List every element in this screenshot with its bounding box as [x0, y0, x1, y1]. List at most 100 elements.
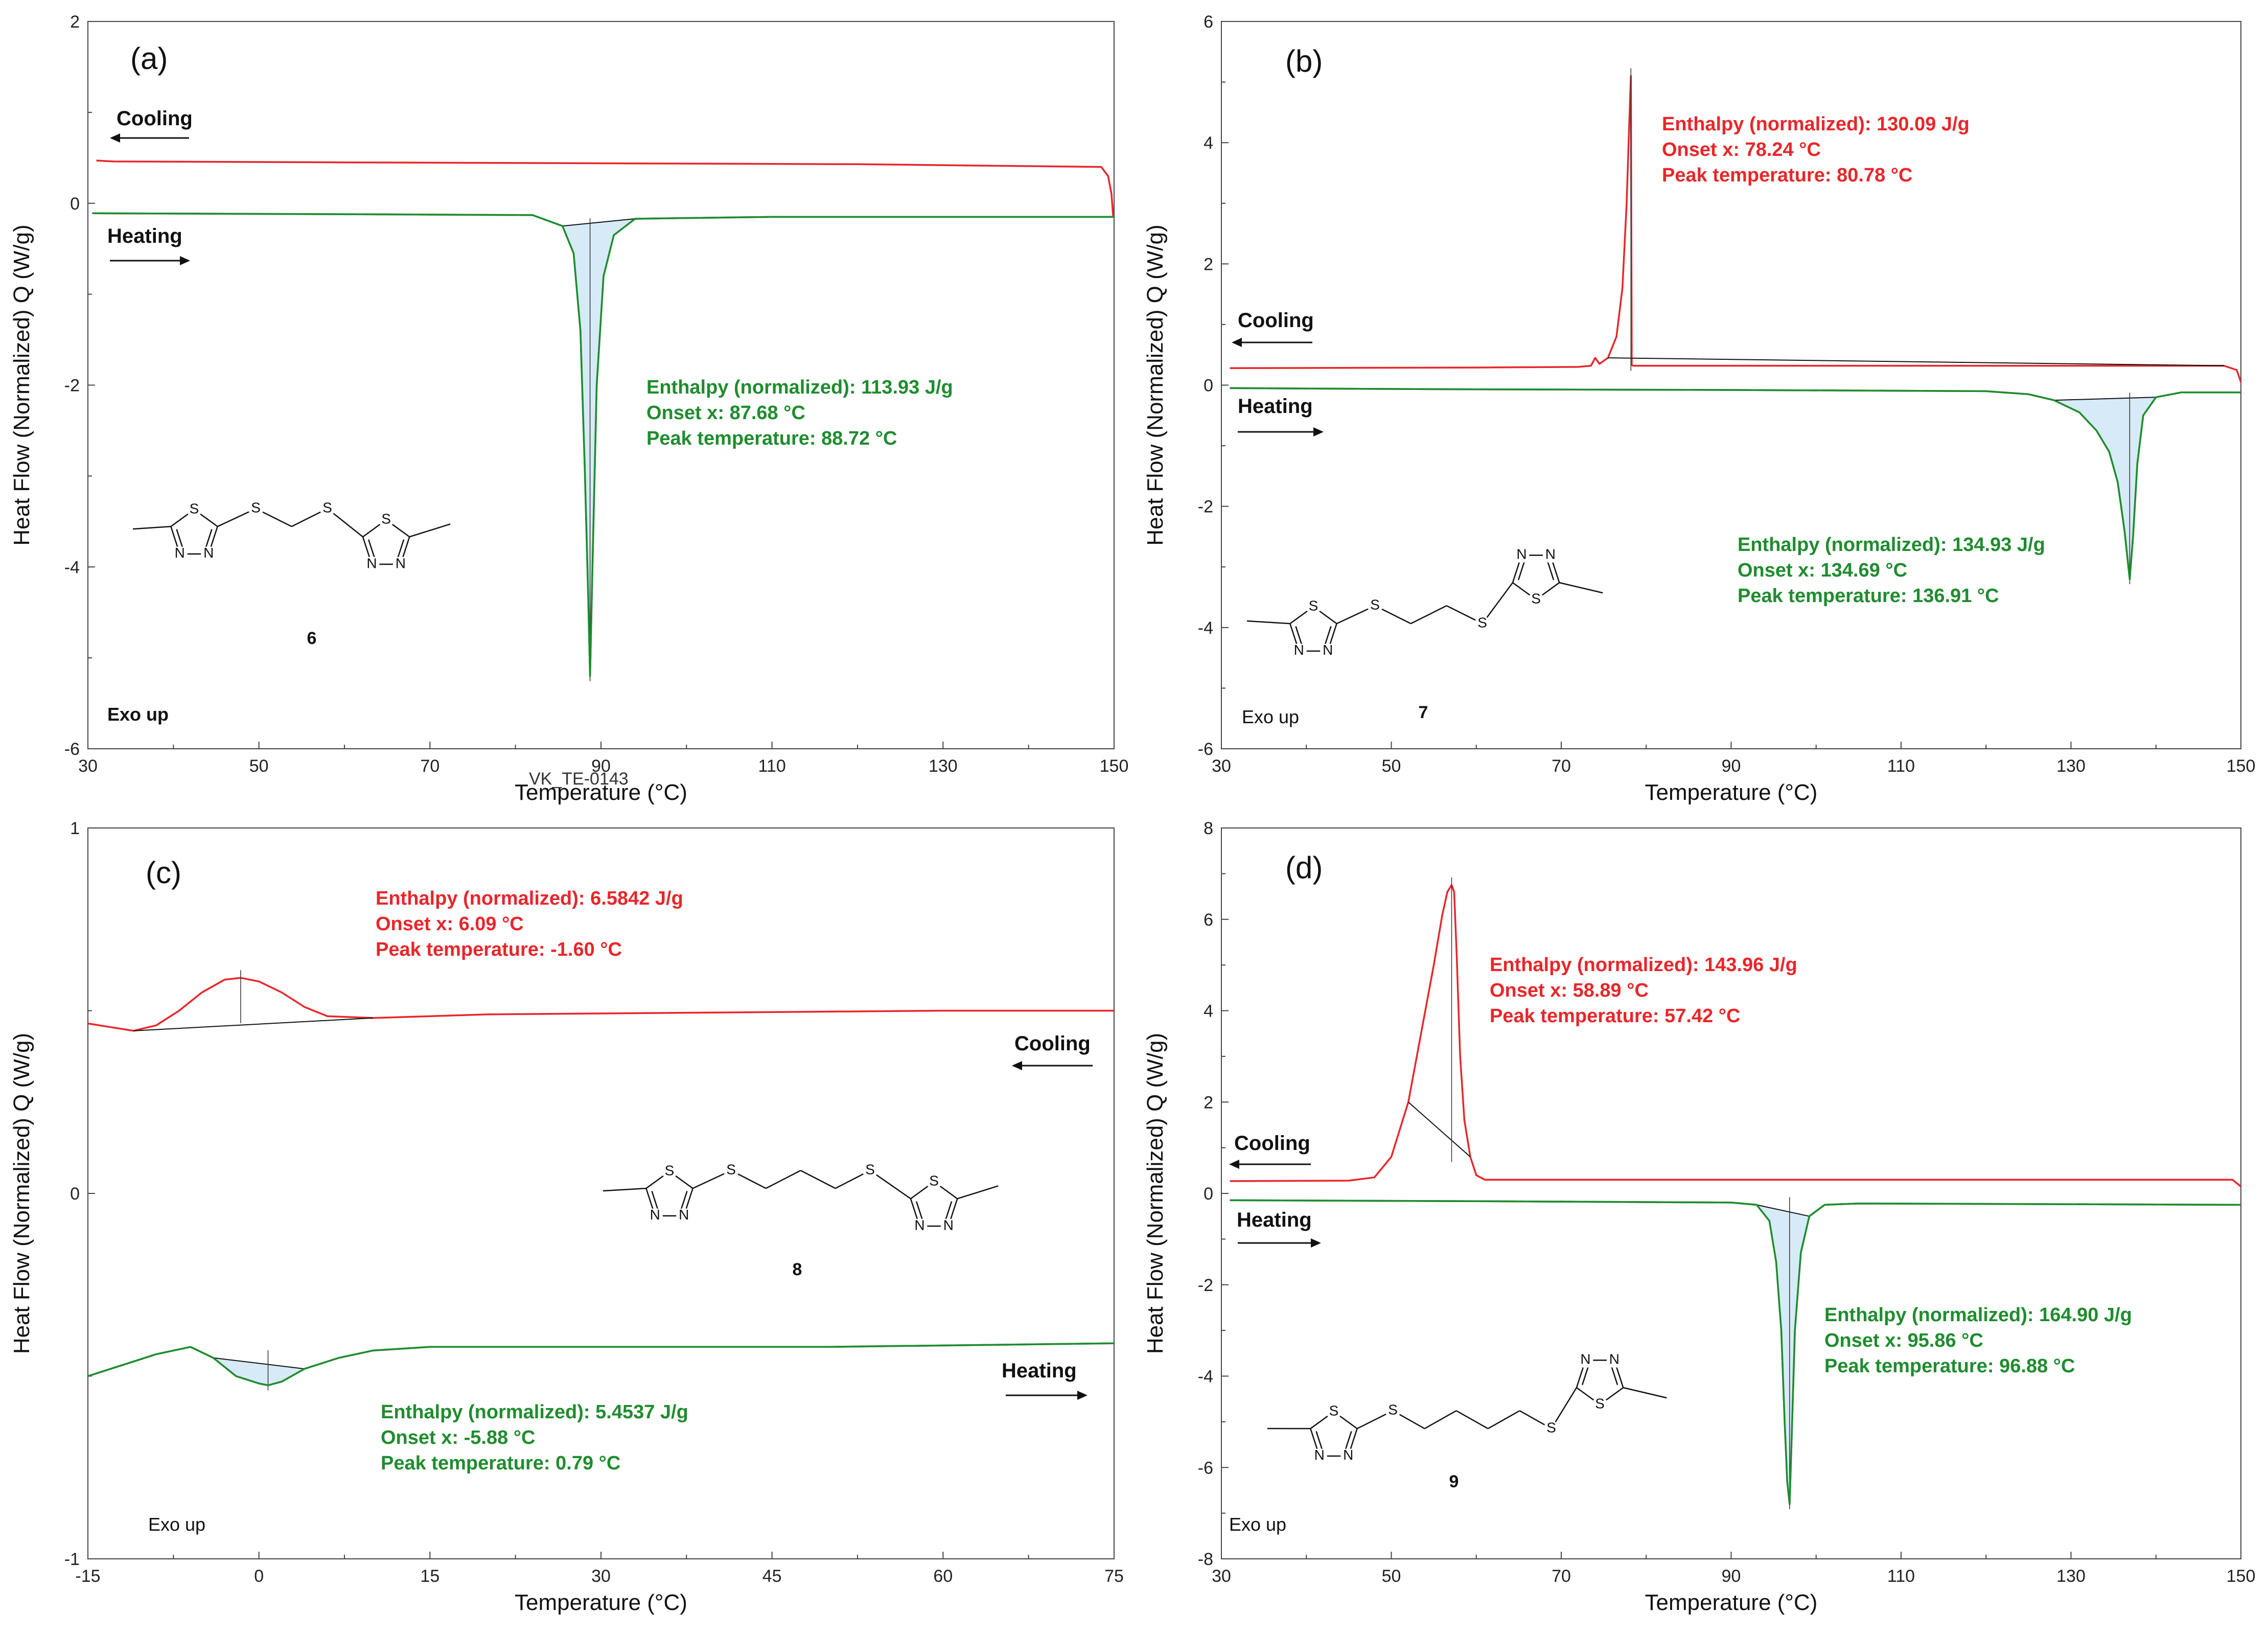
x-tick-label: 30: [1212, 756, 1231, 776]
panel-a: 30 50 70 90 110 130 150 -6 -4 -2 0 2 Temperature (°C…: [9, 12, 1128, 805]
ring-double-bond: [1546, 560, 1555, 581]
x-axis-label: Temperature (°C): [515, 1590, 687, 1615]
y-tick-label: -1: [64, 1550, 80, 1569]
y-tick-label: 2: [1204, 255, 1213, 274]
y-tick-label: 1: [70, 819, 80, 838]
x-tick-label: 90: [1722, 756, 1741, 776]
chain-bond: [1424, 1410, 1457, 1430]
nitrogen-atom: N: [175, 545, 185, 561]
chain-bond: [1410, 605, 1447, 625]
sulfur-atom: S: [251, 500, 261, 516]
exo-up-label: Exo up: [107, 704, 169, 725]
atom-mask: [1474, 616, 1490, 632]
cooling-arrow-head: [110, 133, 120, 143]
methyl-bond: [957, 1185, 999, 1200]
methyl-bond: [603, 1187, 646, 1192]
annotation-heating-line: Peak temperature: 0.79 °C: [381, 1453, 620, 1474]
annotation-heating-line: Peak temperature: 96.88 °C: [1824, 1355, 2075, 1377]
y-tick-label: -4: [1198, 618, 1213, 638]
molecule-structure: S N N S N N S S 8: [603, 1162, 999, 1279]
annotation-heating-line: Onset x: 134.69 °C: [1738, 560, 1907, 581]
y-tick-label: -6: [64, 740, 80, 759]
annotation-cooling-line: Peak temperature: -1.60 °C: [376, 939, 622, 960]
heating-peak-area: [2054, 397, 2156, 579]
heating-label: Heating: [1238, 395, 1313, 418]
heating-arrow-head: [1077, 1391, 1087, 1400]
exo-up-label: Exo up: [1229, 1514, 1286, 1535]
x-tick-label: 50: [249, 756, 269, 776]
atom-mask: [1514, 547, 1530, 563]
atom-mask: [1340, 1448, 1356, 1464]
compound-label: 7: [1419, 703, 1428, 722]
ring-double-bond: [1610, 1365, 1618, 1386]
panel-b: 30 50 70 90 110 130 150 -6 -4 -2 0 2 4 6 Temperature (…: [1143, 12, 2255, 805]
y-axis-label: Heat Flow (Normalized) Q (W/g): [1143, 1033, 1168, 1354]
panel-d: 30 50 70 90 110 130 150 -8 -6 -4 -2 0 2 4 6 8 Temperatur…: [1143, 819, 2255, 1615]
cooling-arrow-head: [1232, 338, 1242, 347]
sulfur-atom: S: [381, 511, 391, 527]
atom-mask: [1311, 1448, 1327, 1464]
annotation-cooling-line: Enthalpy (normalized): 143.96 J/g: [1490, 954, 1797, 976]
heating-peak-area: [562, 219, 635, 676]
compound-label: 8: [793, 1260, 802, 1279]
atom-mask: [1320, 643, 1336, 659]
atom-mask: [1606, 1352, 1622, 1368]
atom-mask: [364, 557, 380, 572]
annotation-cooling-line: Enthalpy (normalized): 6.5842 J/g: [376, 888, 683, 909]
cooling-label: Cooling: [117, 107, 193, 130]
atom-mask: [248, 501, 264, 517]
sulfur-atom: S: [322, 500, 332, 516]
annotation-heating-line: Enthalpy (normalized): 134.93 J/g: [1738, 534, 2045, 556]
chain-bond: [1482, 582, 1514, 624]
x-axis-label: Temperature (°C): [1645, 1590, 1818, 1615]
atom-mask: [647, 1208, 663, 1224]
heating-baseline: [213, 1357, 305, 1370]
atom-mask: [1578, 1352, 1593, 1368]
atom-mask: [723, 1163, 739, 1179]
molecule-structure: S N N S N N S S 6: [132, 500, 451, 648]
nitrogen-atom: N: [650, 1207, 660, 1223]
series-line-heating-top: [92, 212, 1114, 676]
cooling-label: Cooling: [1238, 309, 1314, 332]
sulfur-atom: S: [1477, 615, 1487, 631]
panel-label: (c): [146, 856, 181, 890]
cooling-arrow-head: [1229, 1160, 1239, 1169]
x-tick-label: 30: [78, 756, 98, 776]
y-tick-label: 8: [1204, 819, 1213, 838]
nitrogen-atom: N: [1343, 1447, 1353, 1463]
y-tick-label: 0: [1204, 1184, 1213, 1204]
chain-bond: [1488, 1410, 1520, 1430]
x-tick-label: 50: [1382, 756, 1401, 776]
y-tick-label: 0: [1204, 376, 1213, 396]
annotation-heating-line: Onset x: 87.68 °C: [646, 402, 805, 424]
heating-label: Heating: [1237, 1209, 1312, 1231]
ring-double-bond: [944, 1201, 953, 1221]
heating-baseline: [1756, 1204, 1810, 1217]
ring-double-bond: [680, 1191, 688, 1211]
chain-bond: [800, 1170, 836, 1189]
x-tick-label: 90: [1722, 1567, 1741, 1586]
chain-bond: [766, 1170, 801, 1189]
series-line-heating-top: [1230, 387, 2241, 580]
atom-mask: [319, 501, 335, 517]
ring-double-bond: [1324, 626, 1332, 646]
annotation-heating-line: Enthalpy (normalized): 113.93 J/g: [646, 377, 953, 398]
cooling-baseline: [1408, 1101, 1471, 1158]
x-tick-label: 75: [1104, 1567, 1124, 1586]
atom-mask: [926, 1174, 942, 1190]
y-tick-label: -6: [1198, 740, 1213, 759]
atom-mask: [662, 1164, 677, 1179]
nitrogen-atom: N: [1314, 1447, 1325, 1463]
chain-bond: [1456, 1410, 1489, 1430]
heating-arrow-head: [180, 256, 190, 265]
x-tick-label: 90: [591, 756, 611, 776]
atom-mask: [1367, 598, 1383, 614]
ring-double-bond: [1517, 560, 1525, 581]
nitrogen-atom: N: [943, 1217, 954, 1233]
y-tick-label: 4: [1204, 1002, 1213, 1021]
atom-mask: [1306, 599, 1321, 614]
nitrogen-atom: N: [1294, 642, 1304, 658]
x-tick-label: 130: [2056, 756, 2086, 776]
panel-c: -15 0 15 30 45 60 75 -1 0 1 Temperature (°C) Heat F…: [9, 819, 1124, 1615]
